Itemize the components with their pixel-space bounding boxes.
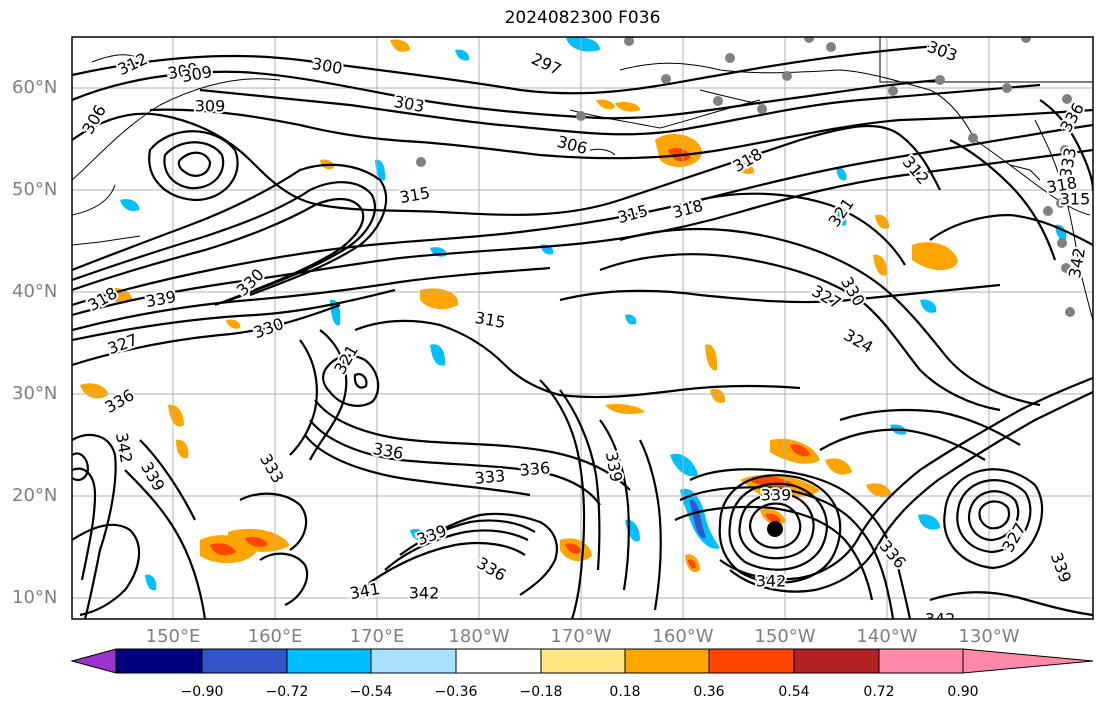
lat-label: 20°N: [12, 485, 58, 506]
lat-lon-gridlines: [72, 37, 1093, 619]
contour-label: 309: [195, 97, 226, 116]
contour-label: 330: [251, 314, 286, 342]
lat-label: 30°N: [12, 383, 58, 404]
contour-label: 321: [825, 194, 858, 230]
contour-label: 315: [398, 183, 431, 207]
contour-label: 333: [256, 451, 288, 487]
contour-label: 336: [519, 458, 551, 480]
colorbar-tick-label: −0.54: [349, 684, 393, 700]
colorbar-tick-label: 0.54: [778, 684, 810, 700]
colorbar-segment: [201, 648, 288, 674]
contour-label: 339: [414, 521, 449, 549]
colorbar-tick-label: −0.90: [180, 684, 224, 700]
contour-label: 339: [761, 486, 792, 505]
contour-label: 312: [899, 153, 933, 189]
lat-label: 10°N: [12, 587, 58, 608]
contour-label: 342: [756, 572, 787, 591]
colorbar-tick-label: −0.36: [434, 684, 478, 700]
plot-frame: [71, 36, 1094, 620]
lat-label: 40°N: [12, 281, 58, 302]
colorbar-tick-label: 0.72: [863, 684, 895, 700]
contour-label: 315: [1060, 190, 1091, 209]
lat-label: 50°N: [12, 179, 58, 200]
contour-label: 339: [137, 459, 169, 495]
colorbar-tick-label: −0.18: [519, 684, 563, 700]
colorbar-segment: [624, 648, 710, 674]
theta-contours: [72, 43, 1093, 619]
contour-label: 327: [105, 330, 140, 358]
lon-label: 180°W: [448, 626, 510, 647]
colorbar-segment: [370, 648, 457, 674]
lon-label: 150°W: [754, 626, 816, 647]
contour-label: 342: [925, 610, 956, 629]
contour-label: 324: [841, 325, 877, 357]
station-markers: [416, 37, 1075, 317]
lon-label: 170°E: [349, 626, 405, 647]
contour-label: 309: [180, 62, 213, 86]
colorbar-segment: [540, 648, 626, 674]
contour-label: 330: [233, 265, 268, 300]
colorbar-extend-min: [70, 648, 117, 674]
contour-label: 339: [602, 450, 626, 483]
lon-label: 160°W: [652, 626, 714, 647]
colorbar-segment: [793, 648, 880, 674]
colorbar: [70, 648, 1094, 674]
contour-label: 339: [1047, 550, 1075, 585]
contour-label: 315: [473, 308, 506, 332]
storm-center-marker: [767, 521, 783, 537]
contour-label: 342: [409, 584, 440, 603]
colorbar-extend-max: [962, 648, 1094, 674]
lon-label: 160°E: [247, 626, 303, 647]
contour-label: 318: [671, 196, 705, 222]
lat-label: 60°N: [12, 77, 58, 98]
contour-label: 342: [1065, 246, 1089, 279]
contour-label: 336: [102, 385, 138, 417]
lon-label: 140°W: [856, 626, 918, 647]
lon-label: 130°W: [958, 626, 1020, 647]
colorbar-tick-label: 0.36: [693, 684, 725, 700]
lon-label: 170°W: [550, 626, 612, 647]
contour-label: 312: [115, 49, 151, 79]
contour-label: 300: [310, 54, 343, 78]
contour-label: 297: [529, 49, 565, 79]
contour-label: 315: [616, 201, 650, 227]
colorbar-segment: [708, 648, 795, 674]
colorbar-segment: [455, 648, 542, 674]
contour-label: 306: [555, 132, 589, 158]
colorbar-segment: [115, 648, 203, 674]
contour-label: 333: [474, 466, 506, 488]
contour-label: 303: [925, 37, 960, 65]
map-title: 2024082300 F036: [504, 8, 661, 28]
lon-label: 150°E: [145, 626, 201, 647]
colorbar-tick-label: −0.72: [265, 684, 309, 700]
contour-label: 336: [371, 439, 404, 463]
colorbar-segment: [878, 648, 964, 674]
colorbar-tick-label: 0.18: [609, 684, 641, 700]
colorbar-tick-label: 0.90: [947, 684, 979, 700]
colorbar-segment: [286, 648, 372, 674]
